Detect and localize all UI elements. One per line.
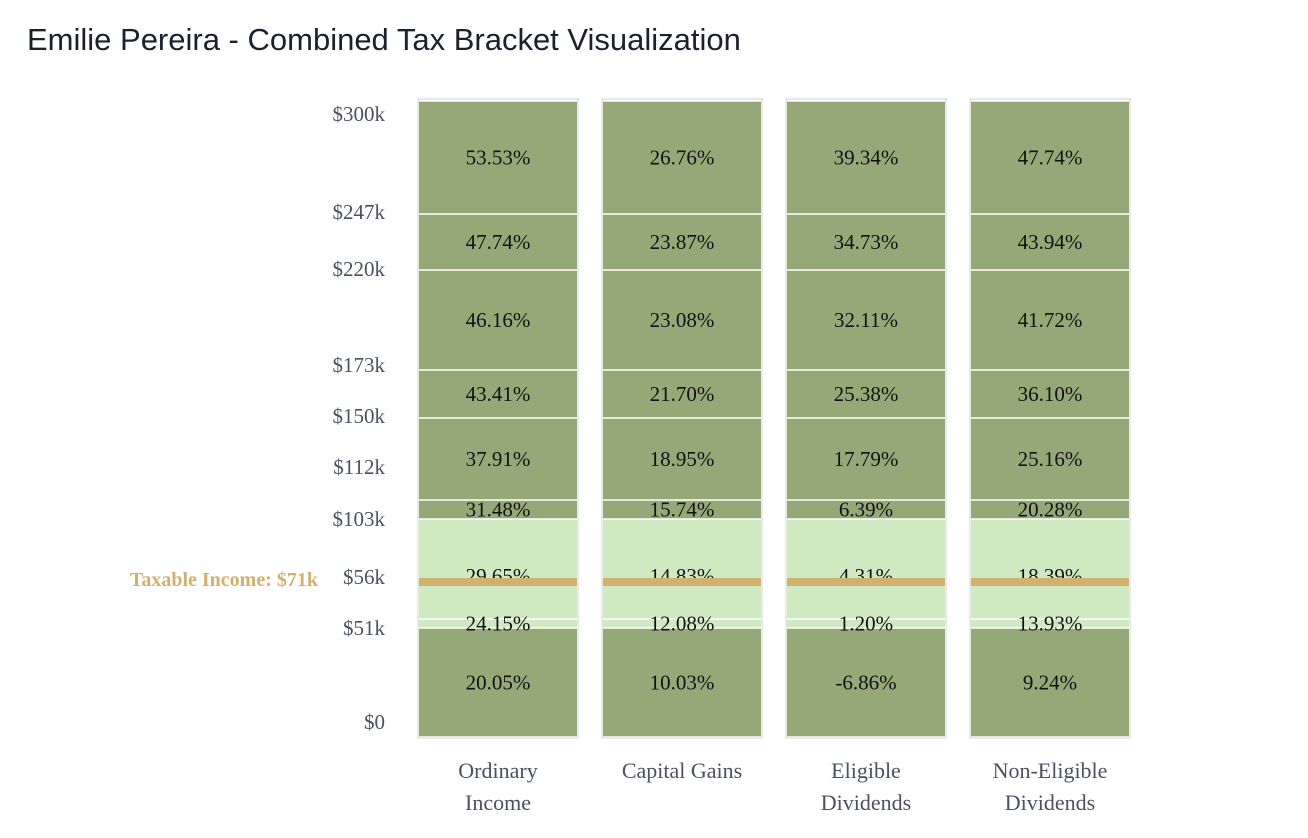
rate-label: 20.05% (466, 671, 531, 695)
bracket-bar (603, 519, 761, 619)
y-tick-label: $173k (333, 353, 386, 377)
bracket-bar (603, 619, 761, 628)
bracket-bar (419, 418, 577, 500)
bracket-bar (419, 270, 577, 370)
bracket-bar (419, 628, 577, 737)
rate-label: 31.48% (466, 498, 531, 522)
bracket-bar (603, 370, 761, 418)
rate-label: 13.93% (1018, 612, 1083, 636)
bracket-bar (603, 418, 761, 500)
x-axis-labels: Ordinary Income Capital Gains Eligible Divid… (458, 758, 1107, 815)
column-0: 20.05%24.15%29.65%31.48%37.91%43.41%46.1… (417, 98, 579, 739)
rate-label: 10.03% (650, 671, 715, 695)
rate-label: 23.87% (650, 230, 715, 254)
bracket-bar (971, 519, 1129, 619)
bracket-bar (787, 270, 945, 370)
x-tick-label: Capital Gains (622, 758, 742, 783)
income-line (419, 578, 577, 586)
x-tick-label: Non-Eligible Dividends (993, 758, 1108, 815)
rate-label: 23.08% (650, 308, 715, 332)
rate-label: 18.95% (650, 447, 715, 471)
rate-label: 24.15% (466, 612, 531, 636)
rate-label: 25.16% (1018, 447, 1083, 471)
rate-label: 37.91% (466, 447, 531, 471)
bracket-bar (787, 214, 945, 270)
income-line (603, 578, 761, 586)
bracket-bar (971, 418, 1129, 500)
rate-label: 21.70% (650, 382, 715, 406)
column-1: 10.03%12.08%14.83%15.74%18.95%21.70%23.0… (601, 98, 763, 739)
rate-label: 47.74% (466, 230, 531, 254)
bracket-bar (419, 370, 577, 418)
rate-label: 6.39% (839, 498, 893, 522)
bracket-bar (787, 519, 945, 619)
rate-label: 17.79% (834, 447, 899, 471)
rate-label: 26.76% (650, 146, 715, 170)
y-tick-label: $112k (333, 455, 385, 479)
bracket-bar (971, 214, 1129, 270)
bracket-bar (603, 101, 761, 214)
column-2: -6.86%1.20%4.31%6.39%17.79%25.38%32.11%3… (785, 98, 947, 739)
rate-label: 32.11% (834, 308, 898, 332)
rate-label: 53.53% (466, 146, 531, 170)
rate-label: 47.74% (1018, 146, 1083, 170)
bracket-bar (419, 519, 577, 619)
rate-label: 20.28% (1018, 498, 1083, 522)
bracket-bar (603, 628, 761, 737)
bracket-bar (787, 370, 945, 418)
y-tick-label: $300k (333, 102, 386, 126)
bracket-bar (603, 500, 761, 519)
bracket-bar (787, 418, 945, 500)
y-tick-label: $247k (333, 200, 386, 224)
rate-label: 1.20% (839, 612, 893, 636)
y-tick-label: $51k (343, 616, 386, 640)
bracket-bar (971, 270, 1129, 370)
rate-label: 12.08% (650, 612, 715, 636)
y-tick-label: $0 (364, 710, 385, 734)
rate-label: 25.38% (834, 382, 899, 406)
taxable-income-label: Taxable Income: $71k (130, 569, 319, 591)
rate-label: 34.73% (834, 230, 899, 254)
income-line (971, 578, 1129, 586)
bracket-bar (971, 500, 1129, 519)
rate-label: 15.74% (650, 498, 715, 522)
bracket-bar (419, 101, 577, 214)
bracket-columns: 20.05%24.15%29.65%31.48%37.91%43.41%46.1… (417, 98, 1131, 739)
x-tick-label: Ordinary Income (458, 758, 537, 815)
bracket-bar (603, 214, 761, 270)
bracket-bar (603, 270, 761, 370)
y-tick-label: $150k (333, 404, 386, 428)
bracket-bar (787, 500, 945, 519)
rate-label: 9.24% (1023, 671, 1077, 695)
rate-label: 39.34% (834, 146, 899, 170)
bracket-bar (787, 101, 945, 214)
bracket-bar (971, 628, 1129, 737)
bracket-bar (419, 214, 577, 270)
bracket-bar (971, 101, 1129, 214)
chart-title: Emilie Pereira - Combined Tax Bracket Vi… (27, 22, 741, 57)
bracket-bar (971, 370, 1129, 418)
bracket-bar (971, 619, 1129, 628)
rate-label: 43.41% (466, 382, 531, 406)
bracket-bar (787, 619, 945, 628)
bracket-bar (419, 619, 577, 628)
rate-label: 43.94% (1018, 230, 1083, 254)
taxable-income-marker: Taxable Income: $71k (130, 569, 319, 591)
rate-label: 36.10% (1018, 382, 1083, 406)
rate-label: -6.86% (835, 671, 896, 695)
y-axis-labels: $0 $51k $56k $103k $112k $150k $173k $220k $247k… (333, 102, 386, 734)
y-tick-label: $103k (333, 507, 386, 531)
rate-label: 46.16% (466, 308, 531, 332)
y-tick-label: $56k (343, 565, 386, 589)
column-3: 9.24%13.93%18.39%20.28%25.16%36.10%41.72… (969, 98, 1131, 739)
x-tick-label: Eligible Dividends (821, 758, 911, 815)
income-line (787, 578, 945, 586)
y-tick-label: $220k (333, 257, 386, 281)
bracket-bar (419, 500, 577, 519)
rate-label: 41.72% (1018, 308, 1083, 332)
bracket-bar (787, 628, 945, 737)
